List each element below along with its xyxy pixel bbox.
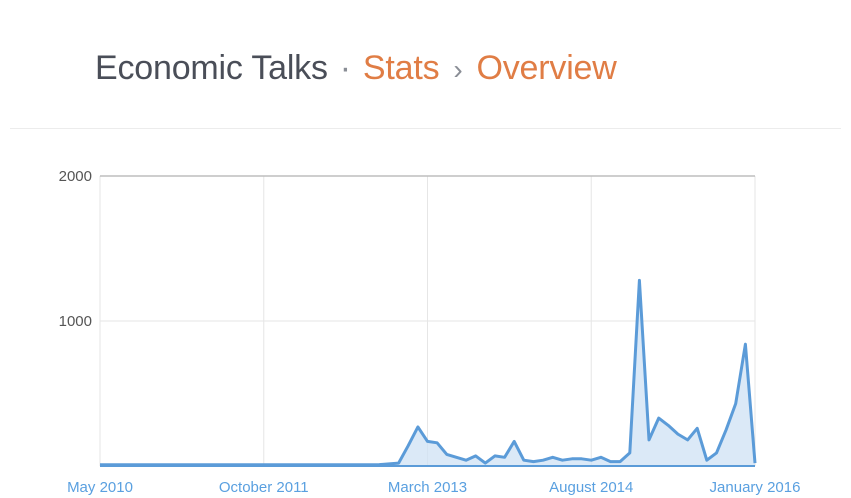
header-divider bbox=[10, 128, 841, 129]
breadcrumb-stats-link[interactable]: Stats bbox=[362, 49, 440, 87]
title-separator: · bbox=[339, 49, 351, 87]
series-area bbox=[100, 280, 755, 466]
x-tick-label: March 2013 bbox=[388, 479, 467, 496]
chevron-right-icon: › bbox=[453, 54, 463, 85]
y-tick-label: 1000 bbox=[59, 313, 92, 330]
breadcrumb-overview-link[interactable]: Overview bbox=[476, 49, 617, 87]
site-name[interactable]: Economic Talks bbox=[95, 49, 328, 87]
y-tick-label: 2000 bbox=[59, 168, 92, 185]
x-tick-label: October 2011 bbox=[219, 479, 309, 496]
x-tick-label: January 2016 bbox=[710, 479, 801, 496]
series-line bbox=[100, 278, 757, 467]
x-tick-label: May 2010 bbox=[67, 479, 133, 496]
breadcrumb: Economic Talks · Stats › Overview bbox=[95, 46, 617, 92]
x-tick-label: August 2014 bbox=[549, 479, 633, 496]
